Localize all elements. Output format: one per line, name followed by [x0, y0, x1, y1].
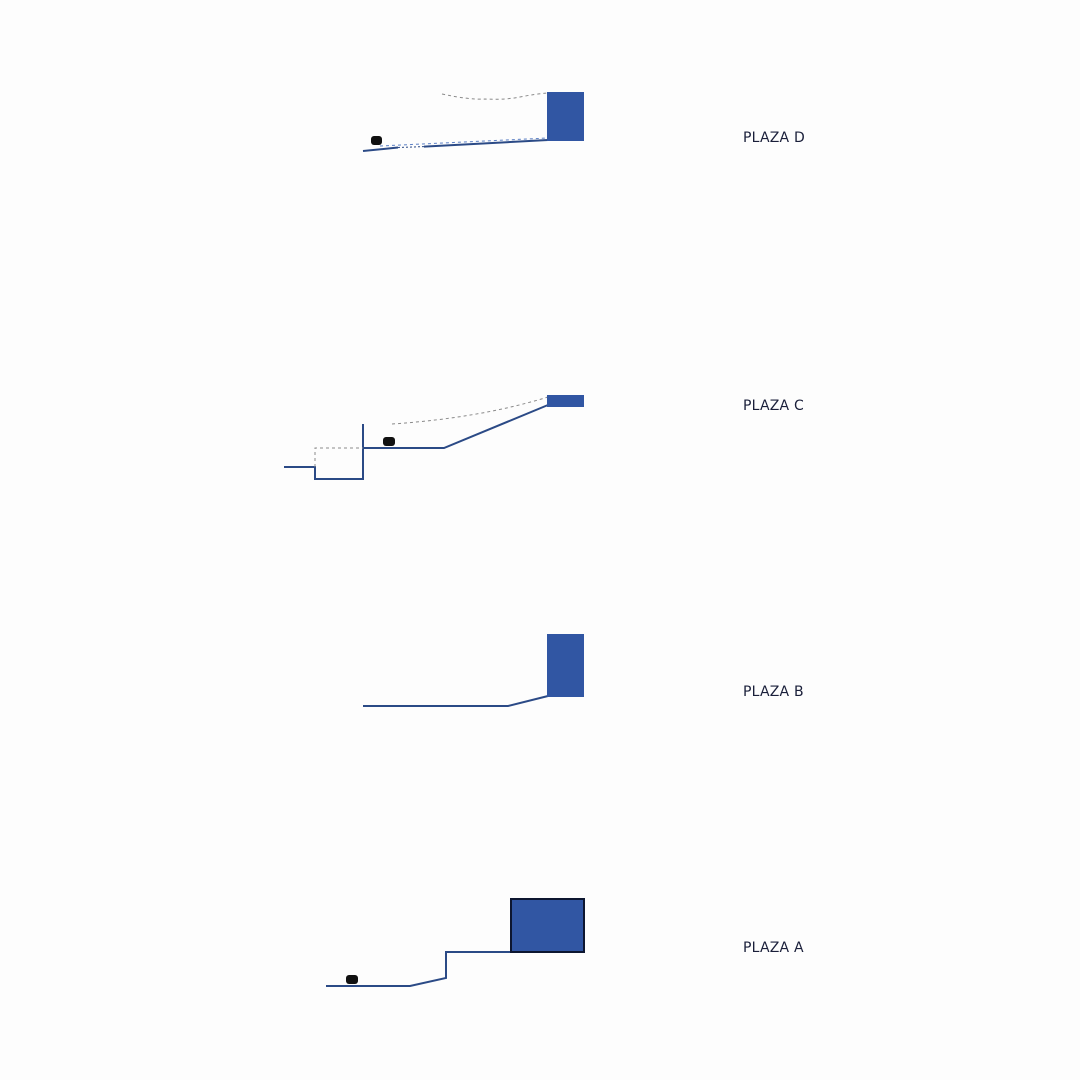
- plaza-a-section: [326, 898, 585, 987]
- plaza-d-building: [547, 92, 584, 141]
- plaza-c-building: [547, 395, 584, 407]
- plaza-a-label: PLAZA A: [743, 940, 804, 956]
- plaza-d-label: PLAZA D: [743, 130, 805, 146]
- plaza-b-section: [363, 634, 584, 707]
- plaza-c-ground-line: [284, 404, 549, 480]
- plaza-c-water-dashed-outline: [314, 447, 363, 467]
- plaza-d-section: [362, 92, 584, 152]
- plaza-d-canopy-dashed-line: [441, 92, 549, 100]
- plaza-a-person-icon: [346, 975, 358, 984]
- plaza-d-person-icon: [371, 136, 382, 145]
- plaza-c-section: [284, 395, 584, 480]
- plaza-d-ground-line-gap: [397, 146, 425, 148]
- plaza-b-building: [547, 634, 584, 697]
- plaza-d-sightline-dashed: [379, 137, 549, 147]
- plaza-b-label: PLAZA B: [743, 684, 804, 700]
- plaza-c-canopy-dashed-line: [391, 396, 549, 425]
- plaza-d-ground-line-2: [423, 139, 549, 148]
- plaza-b-ground-line: [363, 695, 549, 707]
- plaza-c-person-icon: [383, 437, 395, 446]
- plaza-a-building: [510, 898, 585, 953]
- plaza-c-label: PLAZA C: [743, 398, 804, 414]
- plaza-d-ground-line: [362, 146, 399, 152]
- plaza-a-ground-line: [326, 951, 511, 987]
